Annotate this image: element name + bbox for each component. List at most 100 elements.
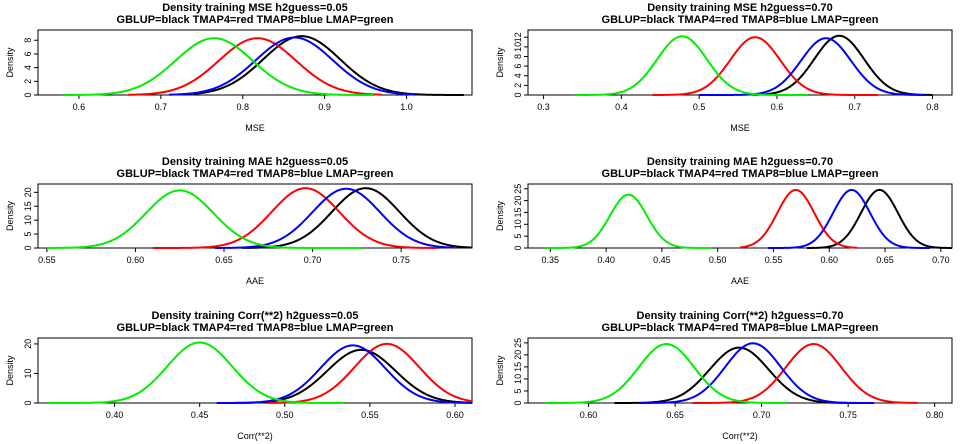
plot-frame [37,337,473,404]
y-tick-label: 4 [23,65,33,70]
chart-title: Density training Corr(**2) h2guess=0.70 [637,310,844,322]
chart-title: Density training MAE h2guess=0.05 [162,156,348,168]
y-tick-label: 0 [23,400,33,405]
x-tick-label: 0.7 [848,102,861,112]
y-tick-label: 6 [23,51,33,56]
series-line-tmap8 [767,188,930,249]
x-tick-label: 0.50 [276,410,294,420]
series-line-gblup [614,346,866,404]
y-axis-label: Density [5,355,15,386]
x-tick-label: 0.3 [537,102,550,112]
x-tick-label: 0.75 [392,255,410,265]
y-tick-label: 20 [23,339,33,349]
chart-panel-5: Density training Corr(**2) h2guess=0.05G… [5,310,473,441]
series-line-tmap8 [215,187,455,249]
x-tick-label: 0.9 [318,102,331,112]
series-line-tmap8 [216,344,472,404]
plot-frame [527,183,953,249]
y-tick-label: 4 [513,73,523,78]
plot-frame [527,29,953,96]
plot-frame [37,29,473,96]
x-tick-label: 0.65 [215,255,233,265]
y-tick-label: 15 [513,207,523,217]
y-tick-label: 10 [513,42,523,52]
chart-panel-2: Density training MSE h2guess=0.70GBLUP=b… [495,2,953,133]
x-axis-label: MSE [730,123,750,133]
x-tick-label: 0.60 [820,255,838,265]
x-tick-label: 1.0 [400,102,413,112]
series-line-tmap4 [128,37,382,96]
y-axis-label: Density [5,200,15,231]
x-tick-label: 0.6 [73,102,86,112]
series-line-tmap8 [699,37,925,96]
x-axis-label: MSE [245,123,265,133]
series-line-lmap [544,193,713,249]
series-line-gblup [241,187,472,249]
y-tick-label: 15 [513,362,523,372]
y-tick-label: 12 [513,32,523,42]
x-tick-label: 0.5 [693,102,706,112]
plot-frame [527,337,953,404]
x-tick-label: 0.55 [361,410,379,420]
series-line-lmap [545,343,788,404]
y-axis-label: Density [5,47,15,78]
series-line-tmap4 [692,343,918,404]
series-line-gblup [193,35,464,96]
chart-subtitle: GBLUP=black TMAP4=red TMAP8=blue LMAP=gr… [117,168,394,180]
x-tick-label: 0.7 [155,102,168,112]
x-tick-label: 0.70 [753,410,771,420]
y-tick-label: 2 [513,83,523,88]
y-axis-label: Density [495,47,505,78]
x-tick-label: 0.60 [580,410,598,420]
x-tick-label: 0.40 [597,255,615,265]
y-tick-label: 5 [23,232,33,237]
x-axis-label: AAE [731,276,749,286]
y-tick-label: 8 [23,38,33,43]
x-tick-label: 0.65 [666,410,684,420]
chart-subtitle: GBLUP=black TMAP4=red TMAP8=blue LMAP=gr… [602,322,879,334]
x-tick-label: 0.60 [446,410,464,420]
series-line-tmap4 [267,342,472,404]
series-line-tmap4 [153,187,437,249]
series-line-tmap8 [168,36,415,96]
y-tick-label: 10 [23,215,33,225]
y-tick-label: 0 [513,400,523,405]
x-tick-label: 0.65 [876,255,894,265]
chart-title: Density training MAE h2guess=0.70 [647,156,833,168]
chart-title: Density training MSE h2guess=0.05 [162,2,348,14]
series-line-tmap4 [739,188,858,249]
x-axis-label: AAE [246,276,264,286]
y-tick-label: 2 [23,79,33,84]
y-tick-label: 10 [23,368,33,378]
x-tick-label: 0.80 [926,410,944,420]
x-tick-label: 0.75 [839,410,857,420]
y-tick-label: 0 [513,92,523,97]
y-tick-label: 20 [23,187,33,197]
x-tick-label: 0.40 [106,410,124,420]
y-tick-label: 8 [513,54,523,59]
y-tick-label: 5 [513,388,523,393]
chart-subtitle: GBLUP=black TMAP4=red TMAP8=blue LMAP=gr… [602,14,879,26]
x-tick-label: 0.8 [926,102,939,112]
y-tick-label: 25 [513,338,523,348]
x-tick-label: 0.70 [304,255,322,265]
y-tick-label: 6 [513,64,523,69]
series-line-gblup [753,34,933,96]
chart-subtitle: GBLUP=black TMAP4=red TMAP8=blue LMAP=gr… [117,14,394,26]
y-tick-label: 20 [513,196,523,206]
x-tick-label: 0.55 [765,255,783,265]
y-tick-label: 5 [513,234,523,239]
y-axis-label: Density [495,355,505,386]
plot-frame [37,183,473,249]
chart-panel-3: Density training MAE h2guess=0.05GBLUP=b… [5,156,473,286]
x-tick-label: 0.70 [932,255,950,265]
chart-title: Density training Corr(**2) h2guess=0.05 [152,310,359,322]
series-line-lmap [46,189,363,249]
x-tick-label: 0.45 [191,410,209,420]
chart-panel-1: Density training MSE h2guess=0.05GBLUP=b… [5,2,473,133]
series-line-lmap [46,341,345,404]
series-line-lmap [574,35,809,96]
x-tick-label: 0.8 [236,102,249,112]
chart-title: Density training MSE h2guess=0.70 [647,2,833,14]
